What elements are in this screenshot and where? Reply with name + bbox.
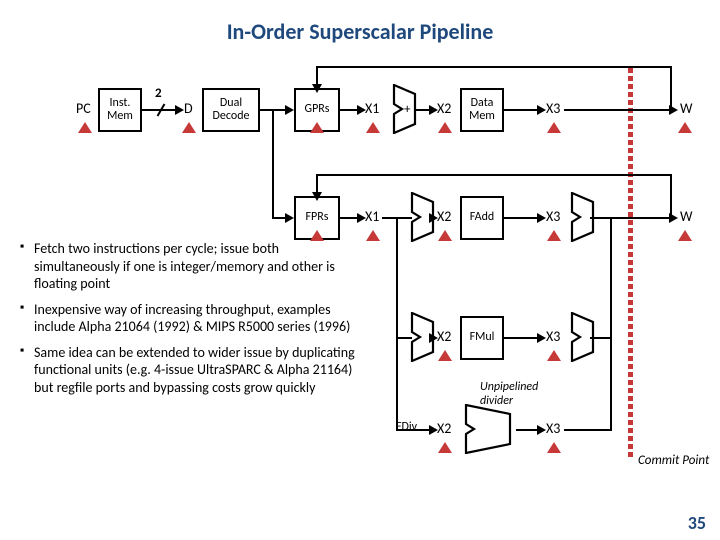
bullet-item: Fetch two instructions per cycle; issue … <box>20 240 360 293</box>
stage-x2b: X2 <box>437 208 451 225</box>
arrow-fmul-x3 <box>537 333 546 343</box>
commit-point-label: Commit Point <box>638 454 709 468</box>
arrow-fdiv-x3 <box>537 425 546 435</box>
wire-merge-v <box>610 217 612 429</box>
wire-fadd-x3 <box>504 217 540 219</box>
bus-width-label: 2 <box>155 86 162 101</box>
unpipelined-label: Unpipelineddivider <box>480 380 538 408</box>
stage-x2a: X2 <box>437 100 451 117</box>
clk-x2c <box>438 350 452 361</box>
wire-wb-fpr-h <box>316 174 670 176</box>
clk-x2b <box>438 230 452 241</box>
clk-x1a <box>366 122 380 133</box>
clk-pc <box>78 122 92 133</box>
box-dual-decode: DualDecode <box>202 88 260 132</box>
alu-fdiv <box>460 404 522 454</box>
stage-d: D <box>184 100 193 117</box>
wire-wb-gpr-src <box>670 66 672 110</box>
stage-fdiv-label: FDiv <box>396 420 417 434</box>
wire-dec-gpr <box>260 109 288 111</box>
arrow-dec-fpr <box>285 213 294 223</box>
stage-x1b: X1 <box>365 208 379 225</box>
wire-fmul-x3 <box>504 337 540 339</box>
stage-wa: W <box>680 100 692 117</box>
clk-x3d <box>547 442 561 453</box>
page-title: In-Order Superscalar Pipeline <box>0 18 720 45</box>
arrow-dm-x3 <box>537 105 546 115</box>
clk-x1b <box>366 230 380 241</box>
arrow-wb-fpr <box>312 192 322 201</box>
wire-x3-wa <box>564 109 672 111</box>
arrow-im-d <box>175 105 184 115</box>
stage-x3a: X3 <box>546 100 560 117</box>
stage-x3c: X3 <box>546 328 560 345</box>
arrow-wb-gpr <box>312 84 322 93</box>
arrow-fadd-x3 <box>537 213 546 223</box>
wire-x1-fan-v <box>396 217 398 430</box>
clk-wb <box>678 230 692 241</box>
clk-d <box>182 122 196 133</box>
wire-fan-fdiv-h <box>396 429 432 431</box>
box-fmul: FMul <box>460 316 504 360</box>
stage-pc: PC <box>76 100 91 117</box>
alu-plus-label: + <box>404 102 410 117</box>
box-fadd: FAdd <box>460 196 504 240</box>
wire-wb-fpr-src <box>670 174 672 218</box>
bullet-list: Fetch two instructions per cycle; issue … <box>20 240 360 404</box>
wire-x3d-merge <box>564 429 612 431</box>
clk-x2a <box>438 122 452 133</box>
bullet-item: Same idea can be extended to wider issue… <box>20 344 360 397</box>
arrow-x3-wa <box>669 105 678 115</box>
stage-wb: W <box>680 208 692 225</box>
arrow-x3b-wb <box>669 213 678 223</box>
clk-x3b <box>547 230 561 241</box>
wire-wb-gpr-h <box>316 66 670 68</box>
clk-x3a <box>547 122 561 133</box>
box-inst-mem: Inst.Mem <box>98 88 142 132</box>
stage-x3b: X3 <box>546 208 560 225</box>
bullet-item: Inexpensive way of increasing throughput… <box>20 301 360 336</box>
stage-x3d: X3 <box>546 420 560 437</box>
stage-x1a: X1 <box>365 100 379 117</box>
stage-x2c: X2 <box>437 328 451 345</box>
clk-gpr <box>310 122 324 133</box>
wire-x3c-merge <box>590 337 612 339</box>
wire-dm-x3 <box>504 109 540 111</box>
clk-x3c <box>547 350 561 361</box>
arrow-dec-gpr <box>285 105 294 115</box>
slide-number: 35 <box>688 512 706 534</box>
stage-x2d: X2 <box>437 420 451 437</box>
box-data-mem: DataMem <box>460 88 504 132</box>
clk-wa <box>678 122 692 133</box>
wire-dec-down <box>272 109 274 217</box>
clk-x2d <box>438 442 452 453</box>
wire-x3b-wb <box>590 217 672 219</box>
